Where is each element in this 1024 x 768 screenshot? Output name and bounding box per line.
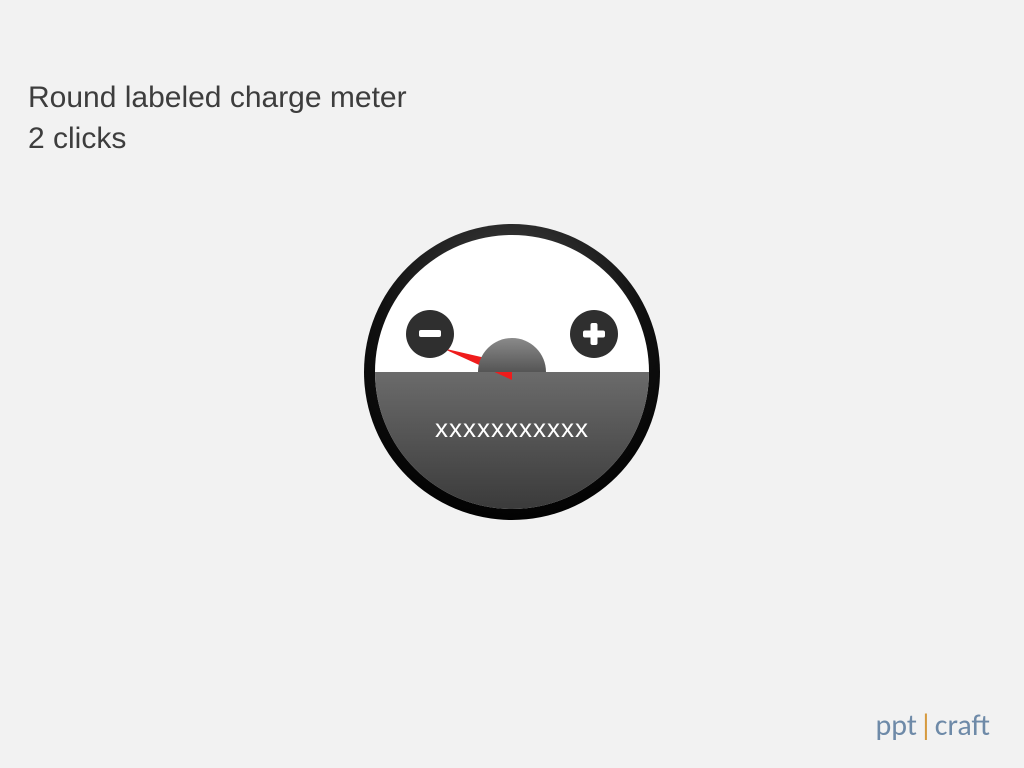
minus-badge xyxy=(406,310,454,358)
slide-title: Round labeled charge meter 2 clicks xyxy=(28,78,407,159)
meter-face-lower xyxy=(362,372,662,522)
logo-part1: ppt xyxy=(876,707,917,744)
logo-part2: craft xyxy=(935,707,990,744)
plus-badge xyxy=(570,310,618,358)
title-line1: Round labeled charge meter xyxy=(28,81,407,114)
plus-icon-v xyxy=(591,323,598,345)
brand-logo: ppt|craft xyxy=(876,707,990,744)
meter-label: xxxxxxxxxxx xyxy=(435,413,589,443)
minus-icon xyxy=(419,330,441,337)
title-line2: 2 clicks xyxy=(28,122,126,155)
charge-meter: xxxxxxxxxxx xyxy=(362,222,662,522)
logo-separator: | xyxy=(917,707,935,744)
charge-meter-svg: xxxxxxxxxxx xyxy=(362,222,662,522)
